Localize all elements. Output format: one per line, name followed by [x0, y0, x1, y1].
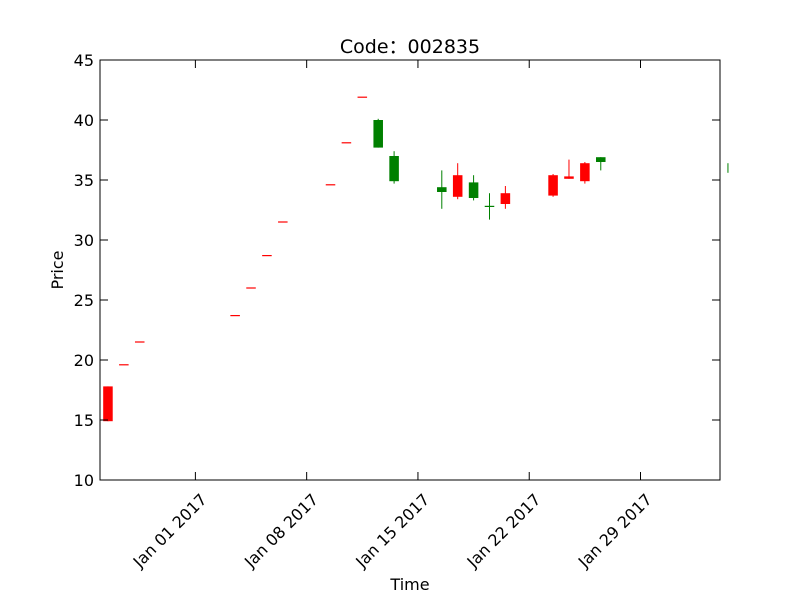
- candle-body: [596, 157, 606, 162]
- candle: [484, 193, 495, 220]
- candle-body: [580, 163, 590, 182]
- candle: [548, 174, 558, 197]
- candle: [389, 151, 399, 184]
- candle: [452, 163, 463, 200]
- y-tick-label: 15: [74, 411, 94, 430]
- chart-title: Code：002835: [340, 36, 480, 58]
- axes-frame: [99, 59, 721, 481]
- candle: [468, 175, 479, 201]
- candle-body: [564, 176, 574, 179]
- candle-body: [548, 175, 558, 196]
- candle: [596, 157, 606, 171]
- candle: [564, 159, 574, 179]
- y-tick-label: 45: [74, 51, 94, 70]
- plot-background: [100, 60, 720, 480]
- candle: [437, 170, 447, 209]
- candles-group: [103, 96, 729, 422]
- candle: [373, 118, 383, 148]
- y-tick-label: 40: [74, 111, 94, 130]
- y-tick-label: 25: [74, 291, 94, 310]
- y-tick-label: 35: [74, 171, 94, 190]
- y-tick-label: 10: [74, 471, 94, 490]
- candle: [500, 186, 511, 209]
- candle-body: [468, 182, 479, 198]
- candle-body: [500, 193, 511, 204]
- candle-body: [437, 187, 447, 192]
- candle-body: [103, 386, 113, 422]
- candle: [580, 162, 590, 184]
- y-axis-title: Price: [48, 250, 67, 289]
- candle-body: [452, 175, 463, 197]
- y-tick-label: 20: [74, 351, 94, 370]
- candle-body: [373, 120, 383, 148]
- y-tick-label: 30: [74, 231, 94, 250]
- candle-body: [389, 156, 399, 182]
- candle: [103, 386, 113, 422]
- x-axis-title: Time: [389, 575, 429, 594]
